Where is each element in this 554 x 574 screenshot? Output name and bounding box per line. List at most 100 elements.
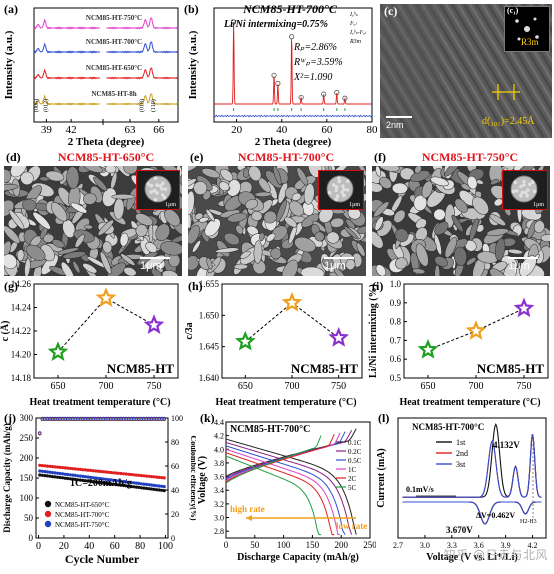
hrtem-shade — [380, 4, 440, 138]
panel-label: (d) — [6, 150, 21, 164]
y-tick-label: 200 — [20, 453, 34, 463]
peak-label: (018) — [138, 99, 145, 112]
x-tick-label: 650 — [238, 381, 253, 392]
legend-entry: 0.5C — [348, 457, 362, 465]
x-axis-label: Heat treatment temperature (°C) — [215, 397, 356, 408]
lattice-fringe — [474, 3, 554, 137]
sem-grain — [193, 181, 208, 195]
capacity-point — [119, 483, 123, 487]
capacity-point — [157, 488, 161, 492]
lattice-fringe — [438, 3, 522, 139]
primary-grain — [158, 184, 163, 188]
sem-grain — [72, 260, 81, 274]
legend-marker — [44, 500, 52, 508]
xrd-series-line — [33, 93, 179, 106]
capacity-point — [58, 465, 62, 469]
capacity-point — [106, 478, 110, 482]
ce-point — [68, 416, 73, 421]
ce-point — [129, 416, 133, 421]
y-tick-label: 0 — [29, 533, 34, 543]
capacity-point — [86, 479, 90, 483]
capacity-point — [160, 484, 164, 488]
capacity-point — [61, 476, 65, 480]
primary-grain — [519, 194, 523, 198]
rate-arrow-head — [246, 515, 252, 521]
y-tick-label: 14.22 — [11, 326, 31, 336]
sem-grain — [82, 192, 97, 205]
x-tick-label: 100 — [277, 540, 291, 550]
capacity-point — [78, 467, 82, 471]
scale-bar: 1μm — [324, 257, 354, 272]
primary-grain — [155, 183, 159, 187]
capacity-point — [45, 470, 50, 474]
lattice-fringe — [480, 3, 554, 127]
sem-grain — [303, 183, 315, 205]
capacity-point — [160, 476, 164, 480]
ce-point — [109, 416, 113, 421]
sem-grain — [102, 241, 113, 254]
legend-entry: 1C — [348, 466, 357, 474]
y-axis-label: c/3a — [184, 322, 195, 339]
ce-point — [160, 416, 164, 421]
sem-grain — [233, 263, 248, 270]
lattice-fringe — [456, 3, 540, 139]
capacity-point — [104, 470, 108, 474]
capacity-point — [101, 470, 105, 474]
capacity-point — [104, 477, 108, 481]
fft-spot — [535, 35, 539, 39]
sem-grain — [434, 221, 449, 236]
x-tick-label: 60 — [321, 124, 333, 136]
y2-tick-label: 80 — [171, 438, 179, 447]
capacity-point — [116, 471, 121, 475]
capacity-point — [91, 476, 95, 480]
capacity-point — [73, 467, 77, 471]
sem-grain — [296, 167, 308, 186]
x-axis-label: Cycle Number — [65, 552, 140, 566]
x-tick-label: 3.0 — [420, 541, 430, 550]
capacity-point — [101, 481, 105, 485]
primary-grain — [335, 194, 340, 198]
capacity-point — [116, 483, 121, 487]
sem-grain — [111, 194, 135, 200]
capacity-point — [134, 485, 138, 489]
sem-title: NCM85-HT-750°C — [421, 150, 519, 164]
panel-label: (a) — [4, 2, 18, 16]
x-tick-label: 20 — [231, 124, 243, 136]
sem-grain — [519, 255, 537, 276]
sem-grain — [421, 180, 433, 199]
sem-grain — [243, 168, 250, 178]
discharge-curve — [225, 442, 353, 535]
primary-grain — [162, 195, 167, 200]
y-tick-label: 0.8 — [390, 317, 402, 327]
sem-grain — [135, 224, 148, 237]
capacity-point — [38, 473, 42, 477]
capacity-point — [61, 472, 65, 476]
x-tick-label: 650 — [421, 381, 436, 392]
sem-grain — [105, 166, 117, 174]
capacity-point — [129, 472, 133, 477]
capacity-point — [132, 485, 136, 489]
sem-grain — [415, 218, 427, 230]
sem-grain — [469, 218, 479, 241]
capacity-point — [122, 483, 126, 488]
sem-grain — [135, 213, 153, 226]
sem-grain — [379, 176, 392, 189]
trend-line — [57, 297, 155, 353]
capacity-point — [142, 474, 146, 478]
sem-grain — [17, 249, 25, 262]
cycling-chart: (j)0 20 40 60 80 1000501001502002503000204060… — [2, 411, 198, 566]
sem-image: 1μm 1μm — [4, 166, 182, 276]
capacity-point — [155, 484, 159, 488]
y-axis-label: Voltage (V) — [197, 456, 208, 504]
rate-annotation: 1C=200mAh/g — [70, 478, 132, 489]
refinement-stat: X²=1.090 — [293, 72, 332, 83]
x-tick-label: 700 — [285, 381, 300, 392]
capacity-point — [144, 486, 148, 490]
sem-grain — [415, 243, 429, 267]
series-label: NCM85-HT-750°C — [86, 14, 142, 22]
capacity-point — [48, 470, 52, 474]
y-axis-label: Intensity (a.u.) — [187, 30, 199, 99]
sem-grain — [430, 176, 449, 187]
x-tick-label: 750 — [517, 381, 532, 392]
capacity-point — [162, 476, 166, 480]
